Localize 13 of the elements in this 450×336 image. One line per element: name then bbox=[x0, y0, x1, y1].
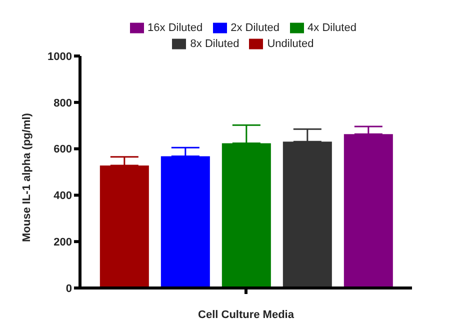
y-tick-label: 600 bbox=[54, 144, 72, 156]
legend-label: 2x Diluted bbox=[230, 22, 280, 34]
y-axis-title: Mouse IL-1 alpha (pg/ml) bbox=[20, 112, 33, 242]
legend-label: 16x Diluted bbox=[148, 22, 203, 34]
y-tick-label: 200 bbox=[54, 236, 72, 249]
legend-label: 4x Diluted bbox=[308, 22, 356, 34]
legend-label: 8x Diluted bbox=[190, 38, 240, 50]
y-tick-label: 400 bbox=[54, 190, 72, 202]
y-tick-label: 1000 bbox=[48, 50, 72, 63]
legend-label: Undiluted bbox=[267, 38, 314, 50]
y-tick-label: 0 bbox=[66, 282, 72, 295]
x-axis-title: Cell Culture Media bbox=[198, 309, 295, 321]
y-tick-label: 800 bbox=[54, 97, 72, 110]
